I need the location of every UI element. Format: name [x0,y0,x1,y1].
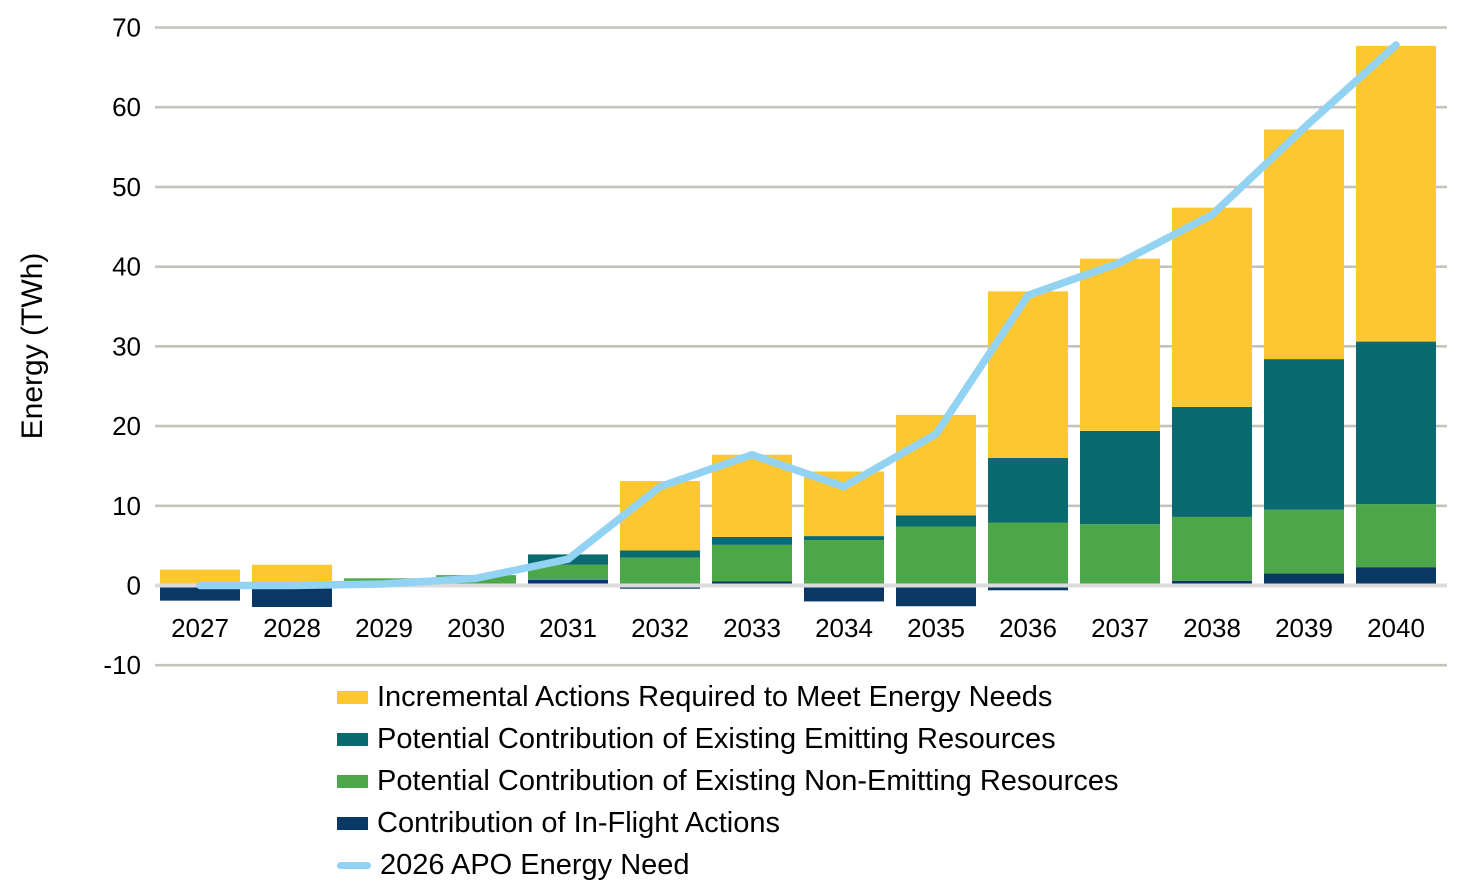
legend-item: 2026 APO Energy Need [337,844,1118,886]
legend-label: Potential Contribution of Existing Non-E… [377,764,1119,797]
bar-segment [1080,258,1160,431]
bar-segment [988,522,1068,586]
legend-label: Potential Contribution of Existing Emitt… [377,722,1056,755]
legend-color-swatch-icon [337,732,368,746]
bar-segment [896,515,976,527]
y-tick-label: 20 [112,411,141,441]
legend-line-swatch-icon [337,861,371,869]
legend-item: Potential Contribution of Existing Emitt… [337,718,1118,760]
legend-color-swatch-icon [337,774,368,788]
bar-segment [1356,45,1436,342]
x-tick-label: 2031 [539,613,597,643]
y-axis-title: Energy (TWh) [16,253,49,440]
bar-segment [804,536,884,541]
y-tick-label: 0 [127,571,141,601]
y-tick-label: -10 [103,650,141,680]
bar-segment [896,526,976,586]
x-tick-label: 2030 [447,613,505,643]
bar-segment [988,457,1068,523]
bar-segment [620,557,700,586]
bar-segment [1080,430,1160,525]
legend-label: 2026 APO Energy Need [380,848,690,881]
x-tick-label: 2028 [263,613,321,643]
y-tick-label: 10 [112,491,141,521]
bar-segment [1356,341,1436,505]
energy-need-line [196,41,1400,590]
x-tick-label: 2035 [907,613,965,643]
y-tick-label: 60 [112,92,141,122]
bar-segment [1264,129,1344,360]
legend-item: Incremental Actions Required to Meet Ene… [337,676,1118,718]
legend-item: Potential Contribution of Existing Non-E… [337,760,1118,802]
bar-segment [160,585,240,601]
bar-segment [252,564,332,586]
bar-segment [160,569,240,586]
bar-segment [804,540,884,586]
x-tick-label: 2037 [1091,613,1149,643]
bar-segment [1172,207,1252,407]
x-tick-label: 2033 [723,613,781,643]
bar-segment [712,454,792,537]
y-tick-label: 50 [112,172,141,202]
bar-segment [620,481,700,551]
bar-segment [804,471,884,537]
bar-segment [1172,580,1252,586]
bar-segment [528,579,608,586]
bar-segment [896,585,976,607]
x-tick-label: 2029 [355,613,413,643]
legend-label: Contribution of In-Flight Actions [377,806,780,839]
bar-segment [712,544,792,582]
bar-segment [1264,509,1344,574]
x-tick-label: 2032 [631,613,689,643]
legend: Incremental Actions Required to Meet Ene… [337,676,1118,886]
y-tick-label: 30 [112,331,141,361]
bar-segment [252,585,332,608]
x-tick-label: 2040 [1367,613,1425,643]
bar-segment [804,585,884,602]
bar-segment [988,291,1068,458]
legend-item: Contribution of In-Flight Actions [337,802,1118,844]
bar-segment [1080,524,1160,586]
x-tick-label: 2039 [1275,613,1333,643]
legend-label: Incremental Actions Required to Meet Ene… [377,680,1053,713]
bar-segment [1172,406,1252,517]
bar-segment [988,585,1068,591]
bar-segment [1264,573,1344,586]
bar-segment [1356,567,1436,586]
y-tick-label: 70 [112,13,141,43]
x-tick-label: 2034 [815,613,873,643]
bar-segment [1356,504,1436,568]
x-tick-label: 2027 [171,613,229,643]
bar-segment [1172,516,1252,581]
y-tick-label: 40 [112,252,141,282]
x-tick-label: 2036 [999,613,1057,643]
legend-color-swatch-icon [337,690,368,704]
bar-segment [1264,359,1344,510]
legend-color-swatch-icon [337,816,368,830]
bar-segment [528,564,608,580]
x-tick-label: 2038 [1183,613,1241,643]
bar-segment [620,550,700,558]
bar-segment [712,536,792,545]
